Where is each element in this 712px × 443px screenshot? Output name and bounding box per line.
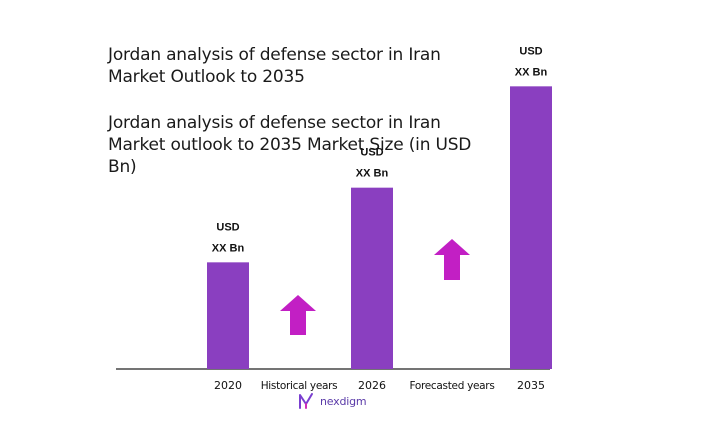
x-tick-label-2020: 2020 (214, 379, 242, 392)
logo-text: nexdigm (320, 394, 367, 408)
bar-2020 (207, 262, 249, 369)
brand-logo: nexdigm (298, 392, 367, 410)
chart-title: Jordan analysis of defense sector in Ira… (108, 45, 441, 87)
nexdigm-logo-icon (299, 393, 313, 409)
data-label-value-2020: XX Bn (212, 242, 245, 254)
data-label-unit-2020: USD (216, 221, 239, 233)
bar-2035 (510, 86, 552, 369)
growth-arrow-historical-icon (280, 295, 316, 335)
data-label-value-2035: XX Bn (515, 66, 548, 78)
growth-arrow-forecast-icon (434, 239, 470, 280)
chart-subtitle: Jordan analysis of defense sector in Ira… (108, 113, 472, 177)
x-tick-label-2026: 2026 (358, 379, 386, 392)
data-label-value-2026: XX Bn (356, 168, 389, 180)
period-label-0: Historical years (261, 380, 338, 392)
bar-2026 (351, 187, 393, 369)
x-tick-label-2035: 2035 (517, 379, 545, 392)
data-label-unit-2035: USD (519, 45, 542, 57)
data-label-unit-2026: USD (360, 147, 383, 159)
period-label-1: Forecasted years (410, 380, 495, 392)
